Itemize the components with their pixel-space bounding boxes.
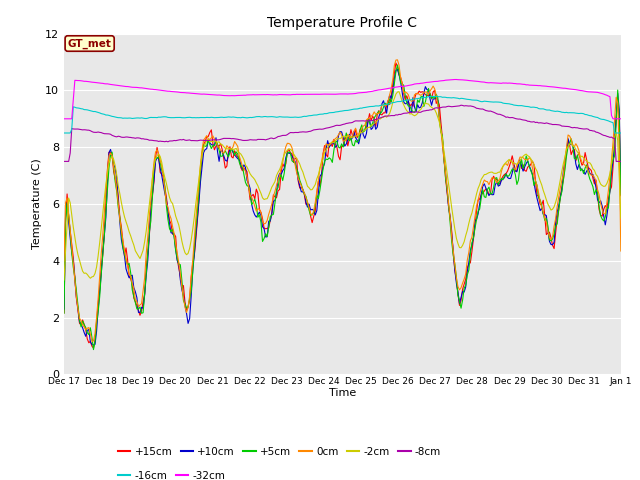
-16cm xyxy=(429,94,437,99)
-32cm xyxy=(226,93,234,98)
+15cm xyxy=(305,202,313,208)
+10cm xyxy=(394,67,401,72)
Title: Temperature Profile C: Temperature Profile C xyxy=(268,16,417,30)
+15cm xyxy=(589,175,596,181)
+5cm xyxy=(255,212,263,218)
-16cm xyxy=(226,114,234,120)
-16cm xyxy=(244,115,252,120)
X-axis label: Time: Time xyxy=(329,387,356,397)
Line: +10cm: +10cm xyxy=(64,70,621,345)
0cm xyxy=(246,192,254,198)
0cm xyxy=(589,172,596,178)
-2cm xyxy=(244,168,252,173)
Legend: -16cm, -32cm: -16cm, -32cm xyxy=(114,467,230,480)
Line: +5cm: +5cm xyxy=(64,65,621,349)
+10cm xyxy=(228,146,236,152)
Y-axis label: Temperature (C): Temperature (C) xyxy=(32,158,42,250)
-8cm xyxy=(457,102,465,108)
+5cm xyxy=(60,311,68,316)
+15cm xyxy=(130,295,138,301)
+10cm xyxy=(130,285,138,290)
-2cm xyxy=(60,277,68,283)
Line: -16cm: -16cm xyxy=(64,96,621,133)
0cm xyxy=(88,338,96,344)
-8cm xyxy=(60,158,68,164)
+10cm xyxy=(617,192,625,197)
-2cm xyxy=(303,183,311,189)
+5cm xyxy=(394,62,401,68)
-32cm xyxy=(452,77,460,83)
-8cm xyxy=(303,129,311,135)
+10cm xyxy=(589,172,596,178)
Line: -8cm: -8cm xyxy=(64,105,621,161)
-16cm xyxy=(588,113,595,119)
-2cm xyxy=(254,183,262,189)
-2cm xyxy=(617,215,625,221)
0cm xyxy=(60,258,68,264)
+15cm xyxy=(255,206,263,212)
-8cm xyxy=(254,136,262,142)
-2cm xyxy=(588,162,595,168)
-8cm xyxy=(617,158,625,164)
0cm xyxy=(617,248,625,254)
+5cm xyxy=(246,191,254,197)
-32cm xyxy=(244,92,252,98)
-8cm xyxy=(244,137,252,143)
Line: -2cm: -2cm xyxy=(64,92,621,280)
+15cm xyxy=(392,60,400,66)
-32cm xyxy=(617,116,625,121)
+5cm xyxy=(589,184,596,190)
+5cm xyxy=(305,207,313,213)
-32cm xyxy=(60,116,68,121)
Line: 0cm: 0cm xyxy=(64,60,621,341)
+5cm xyxy=(228,146,236,152)
-2cm xyxy=(395,89,403,95)
+10cm xyxy=(255,209,263,215)
+15cm xyxy=(228,154,236,160)
0cm xyxy=(394,57,401,63)
0cm xyxy=(130,286,138,291)
Line: -32cm: -32cm xyxy=(64,80,621,119)
-2cm xyxy=(129,238,136,244)
+15cm xyxy=(246,197,254,203)
-16cm xyxy=(303,113,311,119)
-8cm xyxy=(129,135,136,141)
Text: GT_met: GT_met xyxy=(68,38,111,48)
-16cm xyxy=(254,114,262,120)
+10cm xyxy=(305,201,313,207)
0cm xyxy=(305,204,313,210)
+15cm xyxy=(60,310,68,316)
-2cm xyxy=(226,146,234,152)
-8cm xyxy=(588,128,595,133)
+10cm xyxy=(60,306,68,312)
-32cm xyxy=(588,89,595,95)
-16cm xyxy=(60,130,68,136)
0cm xyxy=(255,206,263,212)
-16cm xyxy=(617,130,625,136)
+15cm xyxy=(90,345,97,351)
-32cm xyxy=(303,91,311,97)
-16cm xyxy=(129,116,136,121)
-32cm xyxy=(254,92,262,97)
+10cm xyxy=(90,342,97,348)
+5cm xyxy=(617,192,625,198)
+5cm xyxy=(130,293,138,299)
-32cm xyxy=(129,84,136,90)
+15cm xyxy=(617,193,625,199)
0cm xyxy=(228,146,236,152)
Line: +15cm: +15cm xyxy=(64,63,621,348)
+5cm xyxy=(90,347,97,352)
+10cm xyxy=(246,186,254,192)
-8cm xyxy=(226,135,234,141)
